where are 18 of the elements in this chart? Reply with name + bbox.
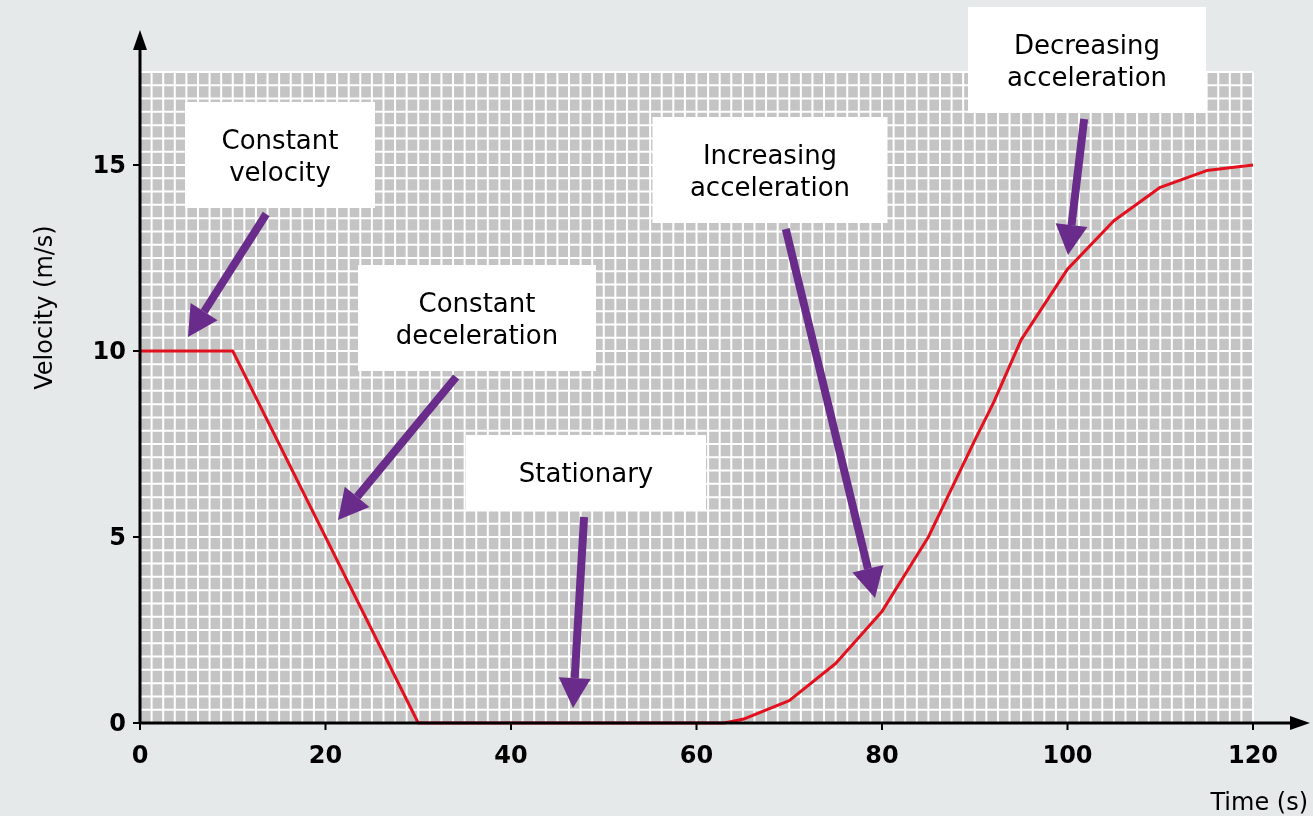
y-tick-label: 15 [92, 151, 126, 179]
y-tick-label: 10 [92, 337, 126, 365]
x-tick-label: 100 [1042, 741, 1093, 769]
x-tick-label: 120 [1227, 741, 1279, 769]
x-axis-title: Time (s) [1209, 788, 1308, 816]
annotation: Decreasing acceleration [1006, 30, 1168, 92]
x-tick-label: 80 [865, 741, 899, 769]
x-tick-label: 60 [679, 741, 714, 769]
annotation: Increasing acceleration [689, 140, 851, 202]
annotation: Constant deceleration [395, 288, 559, 350]
x-tick-label: 0 [131, 741, 149, 769]
y-tick-label: 5 [109, 523, 126, 551]
x-tick-label: 40 [494, 741, 528, 769]
annotation: Stationary [518, 458, 654, 488]
y-axis-title: Velocity (m/s) [30, 225, 58, 390]
annotation: Constant velocity [221, 125, 339, 187]
y-tick-label: 0 [109, 709, 126, 737]
x-tick-label: 20 [308, 741, 343, 769]
